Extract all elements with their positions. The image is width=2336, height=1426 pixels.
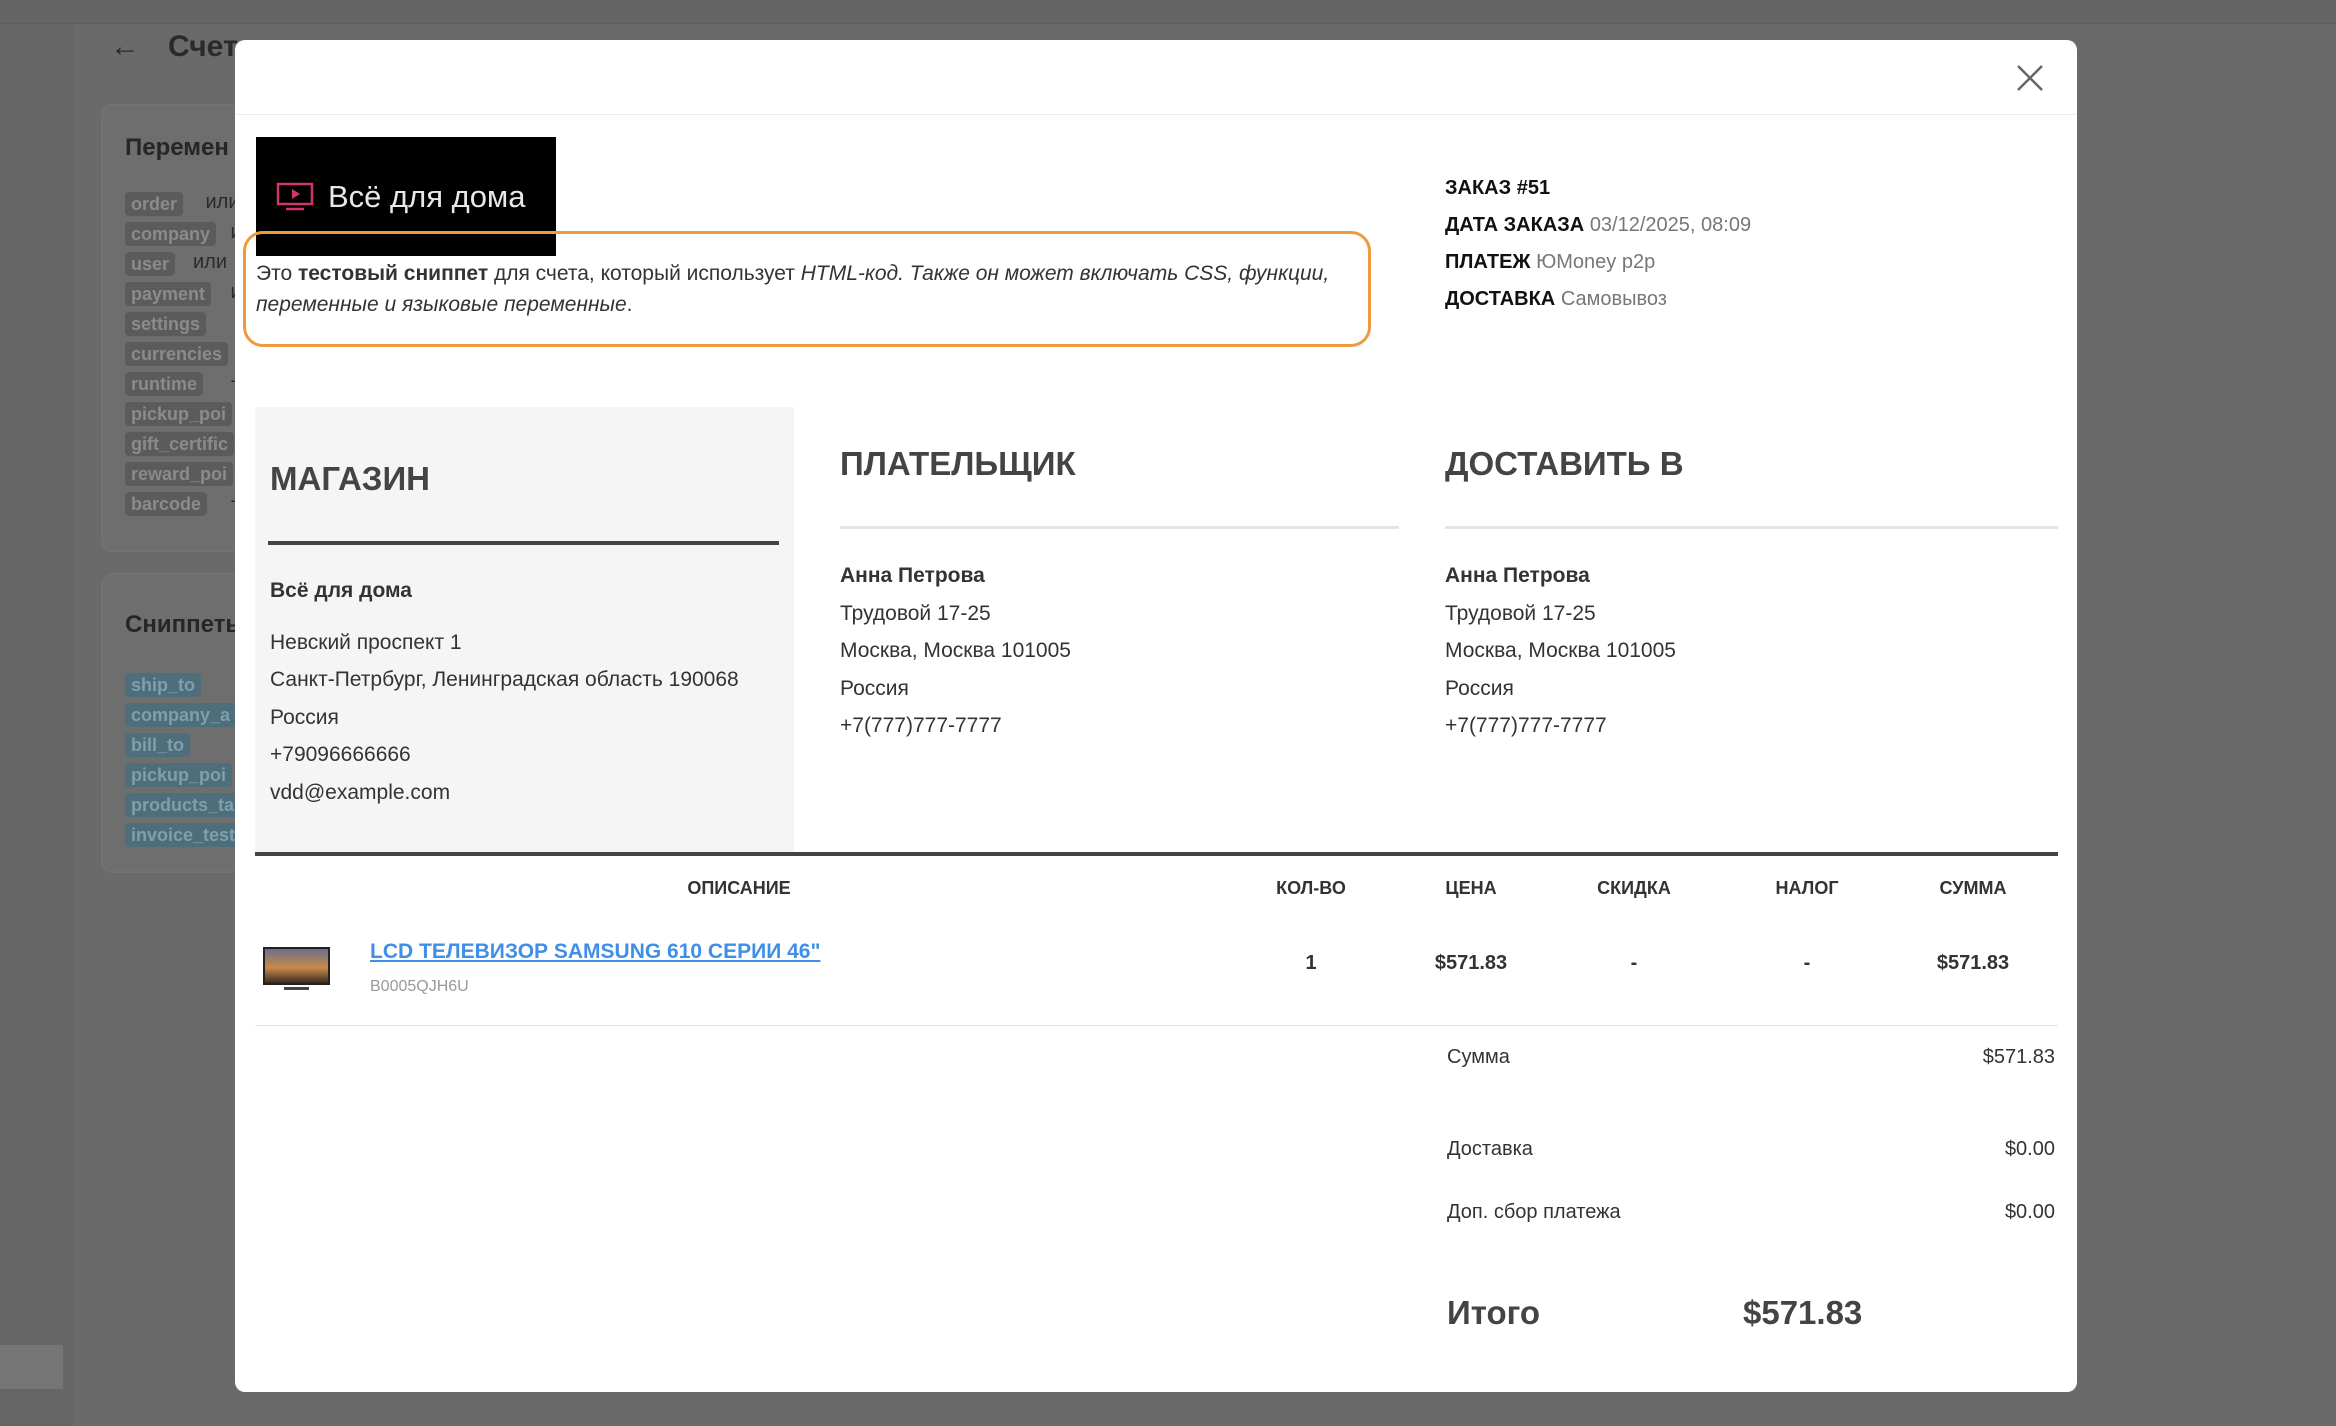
back-arrow-icon[interactable]: ← xyxy=(110,30,140,63)
row-discount: - xyxy=(1630,952,1638,974)
variable-tag-suffix: или xyxy=(205,191,240,213)
ship-to-name: Анна Петрова xyxy=(1445,564,1590,587)
shipping-cost-label: Доставка xyxy=(1447,1138,1533,1160)
divider xyxy=(840,526,1399,529)
ship-to-title: ДОСТАВИТЬ В xyxy=(1445,445,1684,482)
table-top-border xyxy=(255,852,2058,856)
page-title: Счет xyxy=(168,30,238,63)
payment-label: ПЛАТЕЖ xyxy=(1445,251,1531,273)
sidebar-item[interactable] xyxy=(0,1345,63,1389)
column-header-total: СУММА xyxy=(1939,878,2007,898)
store-name: Всё для дома xyxy=(270,579,412,602)
shipping-method: Самовывоз xyxy=(1560,288,1667,310)
variable-tag[interactable]: settings xyxy=(125,312,207,336)
payer-address: Анна Петрова Трудовой 17-25 Москва, Москв… xyxy=(840,557,1071,745)
payer-title: ПЛАТЕЛЬЩИК xyxy=(840,445,1076,482)
variable-tag[interactable]: currencies xyxy=(125,342,229,366)
variable-tag[interactable]: gift_certific xyxy=(125,432,235,456)
variables-title: Перемен xyxy=(125,134,229,161)
variable-tag[interactable]: pickup_poi xyxy=(125,402,233,426)
column-header-discount: СКИДКА xyxy=(1597,878,1671,898)
top-bar xyxy=(0,0,2336,24)
divider xyxy=(1445,526,2058,529)
company-logo: Всё для дома xyxy=(256,137,556,256)
variable-tag[interactable]: reward_poi xyxy=(125,462,234,486)
snippet-tag[interactable]: pickup_poi xyxy=(125,763,233,787)
left-sidebar xyxy=(0,24,75,1426)
modal-header xyxy=(235,40,2077,115)
snippet-tag[interactable]: ship_to xyxy=(125,673,202,697)
order-info: ЗАКАЗ #51 ДАТА ЗАКАЗА 03/12/2025, 08:09 … xyxy=(1445,170,1751,318)
tv-icon xyxy=(276,182,314,210)
payment-method: ЮMoney p2p xyxy=(1536,251,1656,273)
variable-tag[interactable]: company xyxy=(125,222,217,246)
surcharge-label: Доп. сбор платежа xyxy=(1447,1201,1621,1223)
variable-tag[interactable]: payment xyxy=(125,282,212,306)
variable-tag[interactable]: user xyxy=(125,252,176,276)
column-header-qty: КОЛ-ВО xyxy=(1276,878,1346,898)
snippet-tag[interactable]: products_ta xyxy=(125,793,241,817)
store-title: МАГАЗИН xyxy=(270,460,431,497)
surcharge-value: $0.00 xyxy=(2004,1201,2055,1223)
product-link[interactable]: LCD ТЕЛЕВИЗОР SAMSUNG 610 СЕРИИ 46" xyxy=(370,940,821,963)
row-qty: 1 xyxy=(1305,952,1317,974)
snippet-tag[interactable]: bill_to xyxy=(125,733,190,757)
row-price: $571.83 xyxy=(1434,952,1508,974)
product-sku: B0005QJH6U xyxy=(370,978,469,995)
column-header-price: ЦЕНА xyxy=(1445,878,1497,898)
store-section xyxy=(255,407,794,852)
column-header-description: ОПИСАНИЕ xyxy=(687,878,791,898)
shipping-cost-value: $0.00 xyxy=(2004,1138,2055,1160)
ship-to-address: Анна Петрова Трудовой 17-25 Москва, Москв… xyxy=(1445,557,1676,745)
snippet-highlight xyxy=(243,231,1371,347)
row-tax: - xyxy=(1803,952,1811,974)
product-thumbnail xyxy=(263,947,330,990)
order-date: 03/12/2025, 08:09 xyxy=(1589,214,1752,236)
variable-tag[interactable]: barcode xyxy=(125,492,208,516)
row-total: $571.83 xyxy=(1936,952,2010,974)
store-address: Всё для дома Невский проспект 1 Санкт-Пет… xyxy=(270,572,739,811)
variable-tag[interactable]: order xyxy=(125,192,184,216)
logo-text: Всё для дома xyxy=(328,178,526,214)
payer-name: Анна Петрова xyxy=(840,564,985,587)
variable-tag[interactable]: runtime xyxy=(125,372,204,396)
page-header: ← Счет xyxy=(110,30,238,64)
snippet-text: Это тестовый сниппет для счета, который … xyxy=(256,262,1330,316)
subtotal-value: $571.83 xyxy=(1982,1046,2055,1068)
row-divider xyxy=(255,1025,2058,1026)
subtotal-label: Сумма xyxy=(1447,1046,1510,1068)
close-icon[interactable] xyxy=(2010,58,2050,98)
variable-tag-suffix: или xyxy=(193,251,228,273)
shipping-label: ДОСТАВКА xyxy=(1445,288,1556,310)
snippet-tag[interactable]: invoice_test xyxy=(125,823,242,847)
order-date-label: ДАТА ЗАКАЗА xyxy=(1445,214,1585,236)
divider xyxy=(268,541,779,545)
snippet-tag[interactable]: company_a xyxy=(125,703,237,727)
column-header-tax: НАЛОГ xyxy=(1775,878,1839,898)
grand-total-value: $571.83 xyxy=(1743,1294,1863,1331)
invoice-preview-modal: Всё для дома Это тестовый сниппет для сч… xyxy=(235,40,2077,1392)
order-number: ЗАКАЗ #51 xyxy=(1445,177,1551,199)
snippets-title: Сниппеты xyxy=(125,611,246,638)
grand-total-label: Итого xyxy=(1447,1294,1541,1331)
